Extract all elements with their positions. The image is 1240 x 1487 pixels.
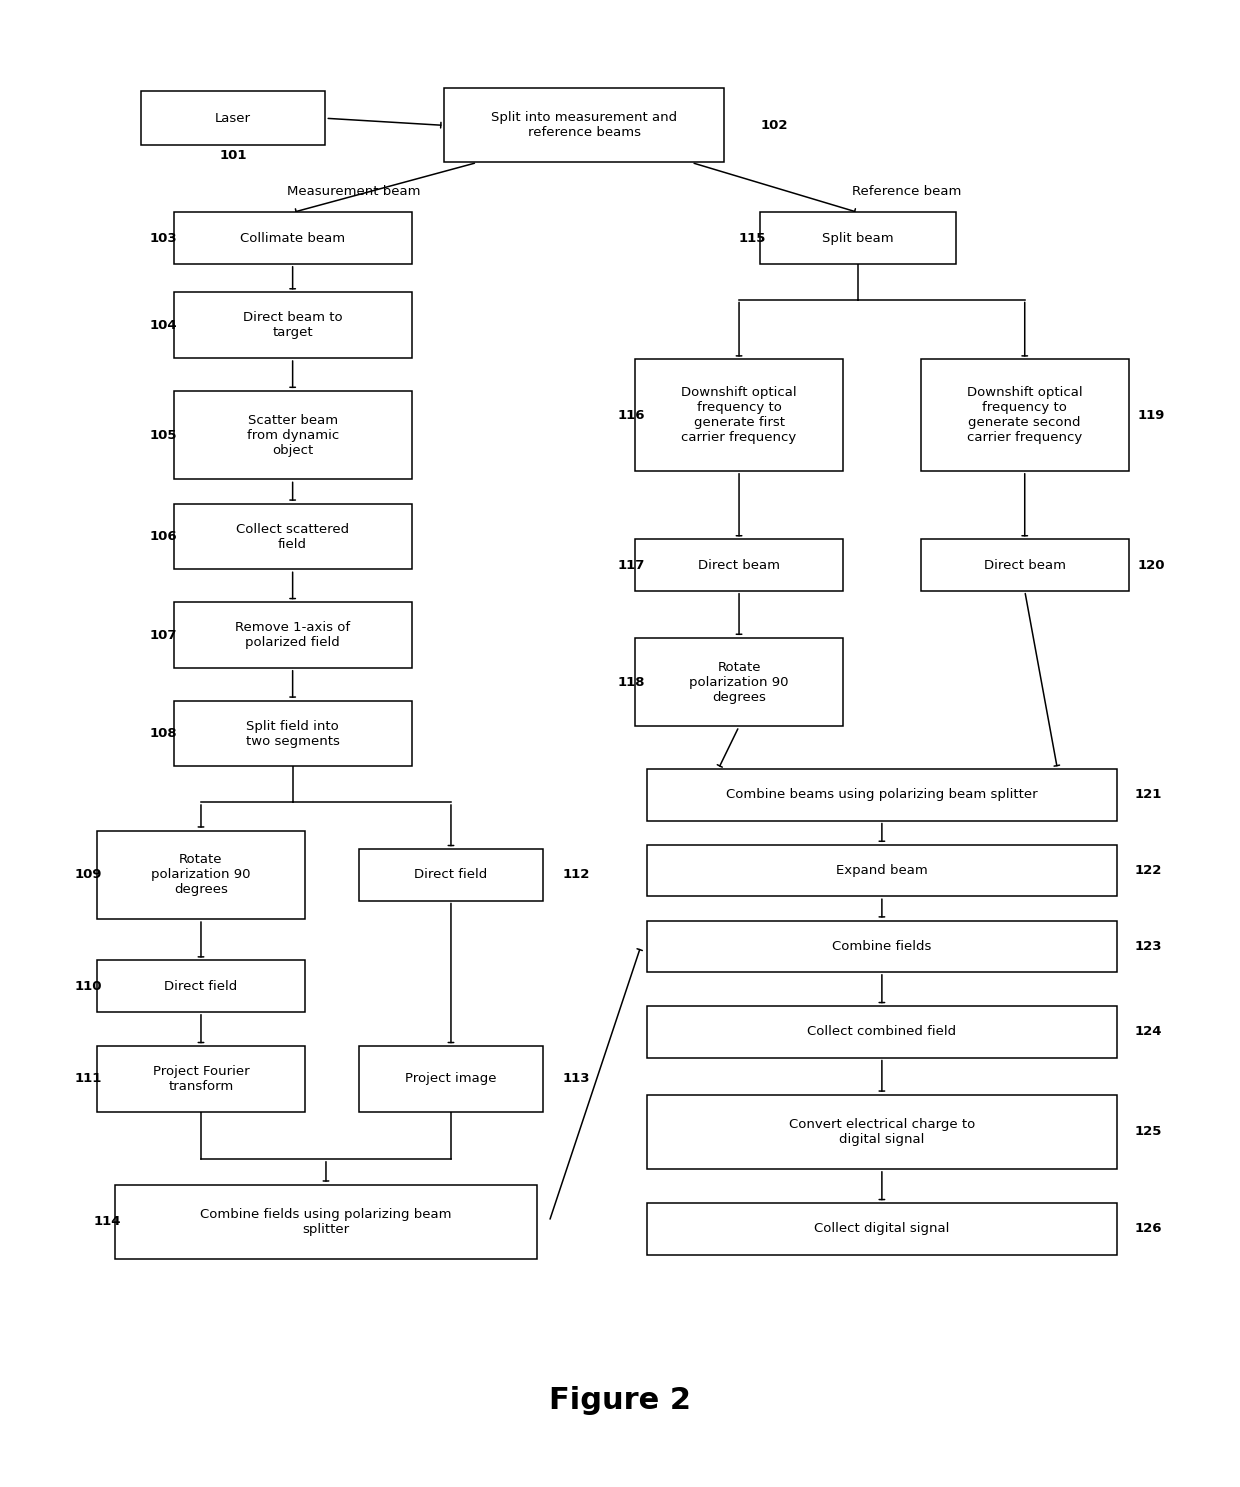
Text: 115: 115 (739, 232, 766, 245)
Bar (920, 540, 1128, 590)
Text: Combine beams using polarizing beam splitter: Combine beams using polarizing beam spli… (727, 788, 1038, 801)
Text: 113: 113 (563, 1072, 590, 1086)
Text: Downshift optical
frequency to
generate second
carrier frequency: Downshift optical frequency to generate … (967, 387, 1083, 445)
Text: 106: 106 (150, 529, 177, 543)
Bar (141, 91, 325, 146)
Text: 121: 121 (1135, 788, 1162, 801)
Bar (635, 638, 843, 726)
Bar (635, 360, 843, 471)
Bar (635, 540, 843, 590)
Text: 120: 120 (1138, 559, 1166, 571)
Text: Collimate beam: Collimate beam (241, 232, 345, 245)
Text: Collect scattered
field: Collect scattered field (236, 522, 350, 550)
Text: 104: 104 (150, 318, 177, 332)
Text: Rotate
polarization 90
degrees: Rotate polarization 90 degrees (689, 660, 789, 703)
Bar (174, 700, 412, 766)
Text: Convert electrical charge to
digital signal: Convert electrical charge to digital sig… (789, 1118, 975, 1146)
Bar (97, 1047, 305, 1112)
Text: 111: 111 (74, 1072, 102, 1086)
Text: 108: 108 (150, 727, 177, 741)
Bar (920, 360, 1128, 471)
Text: 102: 102 (760, 119, 787, 132)
Text: Rotate
polarization 90
degrees: Rotate polarization 90 degrees (151, 854, 250, 897)
Text: Remove 1-axis of
polarized field: Remove 1-axis of polarized field (236, 622, 350, 648)
Text: Direct field: Direct field (165, 980, 238, 993)
Text: Combine fields using polarizing beam
splitter: Combine fields using polarizing beam spl… (200, 1207, 451, 1236)
Text: Project Fourier
transform: Project Fourier transform (153, 1065, 249, 1093)
Text: 122: 122 (1135, 864, 1162, 877)
Text: 110: 110 (74, 980, 102, 993)
Bar (647, 845, 1117, 897)
Text: Downshift optical
frequency to
generate first
carrier frequency: Downshift optical frequency to generate … (681, 387, 797, 445)
Bar (358, 849, 543, 901)
Text: 107: 107 (150, 629, 177, 641)
Bar (174, 504, 412, 570)
Text: 116: 116 (618, 409, 645, 422)
Text: 118: 118 (618, 675, 645, 688)
Text: 124: 124 (1135, 1026, 1162, 1038)
Text: Scatter beam
from dynamic
object: Scatter beam from dynamic object (247, 413, 339, 457)
Bar (174, 602, 412, 668)
Bar (174, 293, 412, 358)
Bar (760, 213, 956, 263)
Bar (647, 1007, 1117, 1057)
Text: Split field into
two segments: Split field into two segments (246, 720, 340, 748)
Text: 112: 112 (563, 868, 590, 882)
Text: 117: 117 (618, 559, 645, 571)
Text: Collect combined field: Collect combined field (807, 1026, 956, 1038)
Bar (97, 831, 305, 919)
Bar (174, 391, 412, 479)
Text: Project image: Project image (405, 1072, 497, 1086)
Text: 123: 123 (1135, 940, 1162, 953)
Bar (647, 1203, 1117, 1255)
Text: Direct beam: Direct beam (983, 559, 1065, 571)
Bar (358, 1047, 543, 1112)
Text: Collect digital signal: Collect digital signal (815, 1222, 950, 1236)
Text: 126: 126 (1135, 1222, 1162, 1236)
Text: Reference beam: Reference beam (852, 186, 961, 198)
Text: 109: 109 (74, 868, 102, 882)
Text: Split beam: Split beam (822, 232, 894, 245)
Bar (647, 1094, 1117, 1169)
Text: 119: 119 (1138, 409, 1166, 422)
Bar (647, 920, 1117, 972)
Text: 105: 105 (150, 428, 177, 442)
Text: Direct beam to
target: Direct beam to target (243, 311, 342, 339)
Bar (97, 961, 305, 1011)
Text: Combine fields: Combine fields (832, 940, 931, 953)
Bar (114, 1185, 537, 1259)
Text: 114: 114 (94, 1215, 122, 1228)
Text: Figure 2: Figure 2 (549, 1386, 691, 1414)
Bar (647, 769, 1117, 821)
Text: Laser: Laser (215, 112, 252, 125)
Text: Direct field: Direct field (414, 868, 487, 882)
Text: 103: 103 (150, 232, 177, 245)
Text: Expand beam: Expand beam (836, 864, 928, 877)
Bar (444, 88, 724, 162)
Text: 125: 125 (1135, 1126, 1162, 1138)
Text: 101: 101 (219, 149, 247, 162)
Bar (174, 213, 412, 263)
Text: Split into measurement and
reference beams: Split into measurement and reference bea… (491, 112, 677, 140)
Text: Direct beam: Direct beam (698, 559, 780, 571)
Text: Measurement beam: Measurement beam (286, 186, 420, 198)
